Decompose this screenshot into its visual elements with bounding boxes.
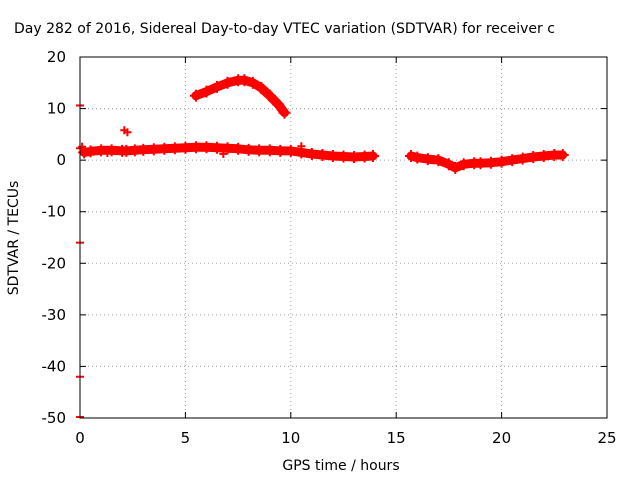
y-tick-labels: -50 -40 -30 -20 -10 0 10 20 bbox=[42, 48, 67, 427]
x-tick-label: 10 bbox=[281, 429, 300, 447]
y-axis-label: SDTVAR / TECUs bbox=[6, 181, 22, 296]
x-tick-label: 0 bbox=[75, 429, 85, 447]
x-axis-label: GPS time / hours bbox=[282, 458, 399, 474]
x-tick-labels: 0 5 10 15 20 25 bbox=[75, 429, 616, 447]
x-tick-label: 5 bbox=[181, 429, 191, 447]
x-tick-label: 20 bbox=[492, 429, 511, 447]
chart-title: Day 282 of 2016, Sidereal Day-to-day VTE… bbox=[14, 21, 555, 37]
y-tick-label: -50 bbox=[42, 409, 67, 427]
data-series bbox=[76, 74, 569, 418]
y-tick-label: 10 bbox=[47, 100, 66, 118]
grid-lines bbox=[80, 57, 607, 418]
y-tick-label: -30 bbox=[42, 306, 67, 324]
plot-frame bbox=[79, 56, 608, 419]
y-tick-label: -10 bbox=[42, 203, 67, 221]
x-tick-label: 25 bbox=[597, 429, 616, 447]
x-tick-label: 15 bbox=[387, 429, 406, 447]
axis-ticks bbox=[79, 56, 608, 419]
y-tick-label: 20 bbox=[47, 48, 66, 66]
y-tick-label: -20 bbox=[42, 254, 67, 272]
y-tick-label: 0 bbox=[56, 151, 66, 169]
y-tick-label: -40 bbox=[42, 357, 67, 375]
